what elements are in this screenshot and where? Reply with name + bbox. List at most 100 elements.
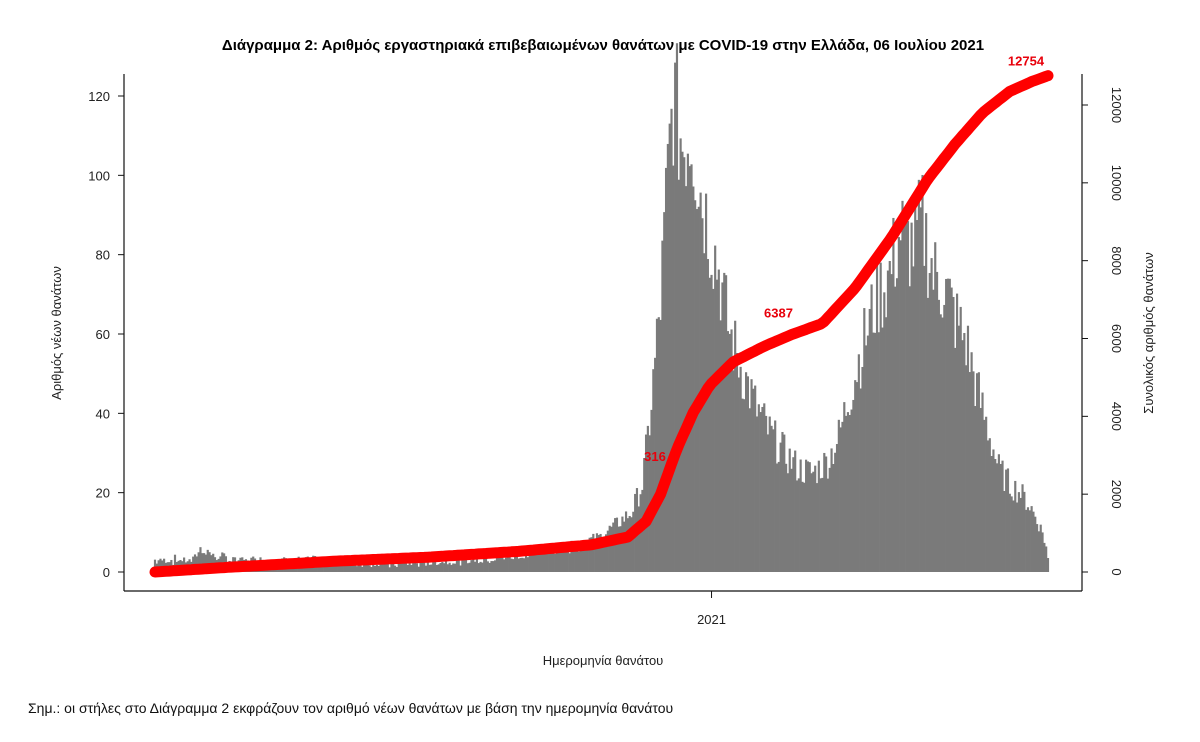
daily-deaths-bar bbox=[814, 465, 817, 572]
daily-deaths-bar bbox=[584, 545, 588, 572]
daily-deaths-bar bbox=[523, 558, 526, 572]
daily-deaths-bar bbox=[668, 123, 671, 573]
daily-deaths-bar bbox=[808, 462, 811, 572]
daily-deaths-bar bbox=[495, 556, 499, 572]
daily-deaths-bar bbox=[521, 557, 524, 572]
daily-deaths-bar bbox=[828, 467, 831, 572]
right-axis-tick-label: 12000 bbox=[1109, 87, 1124, 123]
left-axis-ticks: 0 20 40 60 80 100 120 bbox=[88, 89, 124, 580]
daily-deaths-bar bbox=[570, 540, 573, 572]
daily-deaths-bar bbox=[968, 372, 971, 572]
daily-deaths-bar bbox=[201, 553, 204, 572]
daily-deaths-bar bbox=[526, 557, 529, 572]
daily-deaths-bar bbox=[1015, 502, 1019, 572]
daily-deaths-bar bbox=[961, 340, 964, 572]
daily-deaths-bar bbox=[1008, 493, 1011, 572]
daily-deaths-bar bbox=[948, 278, 951, 572]
daily-deaths-bar bbox=[679, 138, 682, 572]
daily-deaths-bar bbox=[468, 562, 471, 572]
daily-deaths-bar bbox=[908, 286, 911, 572]
daily-deaths-bar bbox=[474, 561, 477, 572]
daily-deaths-bar bbox=[706, 259, 709, 572]
daily-deaths-bar bbox=[885, 317, 888, 572]
daily-deaths-bar bbox=[399, 561, 402, 572]
daily-deaths-bar bbox=[439, 562, 442, 572]
daily-deaths-bar bbox=[963, 332, 966, 572]
daily-deaths-bar bbox=[390, 563, 393, 572]
daily-deaths-bar bbox=[401, 563, 404, 572]
daily-deaths-bar bbox=[632, 511, 635, 572]
daily-deaths-bar bbox=[483, 558, 486, 572]
daily-deaths-bar bbox=[395, 566, 398, 572]
daily-deaths-bar bbox=[737, 377, 740, 572]
daily-deaths-bar bbox=[608, 525, 611, 572]
daily-deaths-bar bbox=[375, 564, 378, 572]
daily-deaths-bar bbox=[415, 563, 418, 572]
daily-deaths-bar bbox=[506, 556, 509, 572]
daily-deaths-bar bbox=[397, 561, 400, 572]
daily-deaths-bar bbox=[454, 563, 457, 572]
daily-deaths-bar bbox=[581, 544, 584, 572]
daily-deaths-bar bbox=[786, 473, 790, 572]
daily-deaths-bar bbox=[588, 537, 591, 572]
daily-deaths-bar bbox=[886, 270, 890, 572]
daily-deaths-bar bbox=[370, 567, 373, 572]
daily-deaths-bar bbox=[785, 463, 788, 572]
cumulative-label: 316 bbox=[644, 449, 666, 464]
daily-deaths-bar bbox=[666, 143, 669, 573]
daily-deaths-bar bbox=[541, 547, 544, 572]
daily-deaths-bar bbox=[794, 450, 797, 572]
cumulative-labels: 316 6387 12754 bbox=[644, 54, 1045, 464]
daily-deaths-bar bbox=[1026, 507, 1030, 572]
daily-deaths-bar bbox=[915, 220, 919, 573]
daily-deaths-bar bbox=[934, 242, 937, 572]
daily-deaths-bar bbox=[197, 552, 200, 572]
right-axis-tick-label: 6000 bbox=[1109, 324, 1124, 353]
daily-deaths-bar bbox=[790, 468, 793, 572]
daily-deaths-bar bbox=[426, 562, 429, 572]
daily-deaths-bar bbox=[561, 546, 564, 572]
daily-deaths-bar bbox=[463, 556, 466, 572]
daily-deaths-bar bbox=[985, 416, 988, 572]
daily-deaths-bar bbox=[865, 345, 868, 572]
daily-deaths-bar bbox=[925, 213, 928, 572]
daily-deaths-bar bbox=[408, 562, 411, 572]
daily-deaths-bar bbox=[955, 293, 959, 572]
daily-deaths-bar bbox=[373, 565, 377, 572]
daily-deaths-bar bbox=[945, 278, 948, 572]
daily-deaths-bar bbox=[1012, 500, 1015, 572]
daily-deaths-bar bbox=[888, 261, 891, 572]
daily-deaths-bar bbox=[845, 415, 848, 572]
right-axis-tick-label: 0 bbox=[1109, 568, 1124, 575]
daily-deaths-bar bbox=[535, 547, 539, 572]
daily-deaths-bar bbox=[554, 553, 557, 572]
left-axis-title: Αριθμός νέων θανάτων bbox=[49, 266, 64, 400]
daily-deaths-bar bbox=[797, 478, 800, 572]
daily-deaths-bar bbox=[677, 179, 680, 573]
daily-deaths-bar bbox=[461, 554, 464, 572]
daily-deaths-bar bbox=[728, 333, 731, 572]
daily-deaths-bar bbox=[714, 245, 717, 573]
daily-deaths-bar bbox=[877, 332, 880, 572]
daily-deaths-bar bbox=[959, 306, 962, 572]
daily-deaths-bar bbox=[708, 277, 711, 572]
daily-deaths-bar bbox=[503, 559, 506, 572]
daily-deaths-bar bbox=[621, 516, 624, 572]
daily-deaths-bar bbox=[894, 286, 897, 572]
daily-deaths-bar bbox=[388, 567, 391, 572]
daily-deaths-bar bbox=[499, 554, 502, 572]
daily-deaths-bar bbox=[874, 332, 877, 572]
daily-deaths-bar bbox=[686, 153, 689, 572]
daily-deaths-bar bbox=[939, 314, 942, 572]
daily-deaths-bar bbox=[437, 564, 440, 572]
daily-deaths-bar bbox=[670, 108, 673, 572]
daily-deaths-bar bbox=[1045, 546, 1048, 572]
daily-deaths-bar bbox=[508, 554, 511, 572]
daily-deaths-bar bbox=[917, 179, 920, 572]
daily-deaths-bar bbox=[1025, 509, 1028, 572]
daily-deaths-bar bbox=[970, 352, 973, 572]
daily-deaths-bar bbox=[899, 240, 902, 572]
daily-deaths-bar bbox=[672, 165, 675, 572]
daily-deaths-bar bbox=[992, 449, 995, 572]
daily-deaths-bar bbox=[563, 548, 566, 572]
